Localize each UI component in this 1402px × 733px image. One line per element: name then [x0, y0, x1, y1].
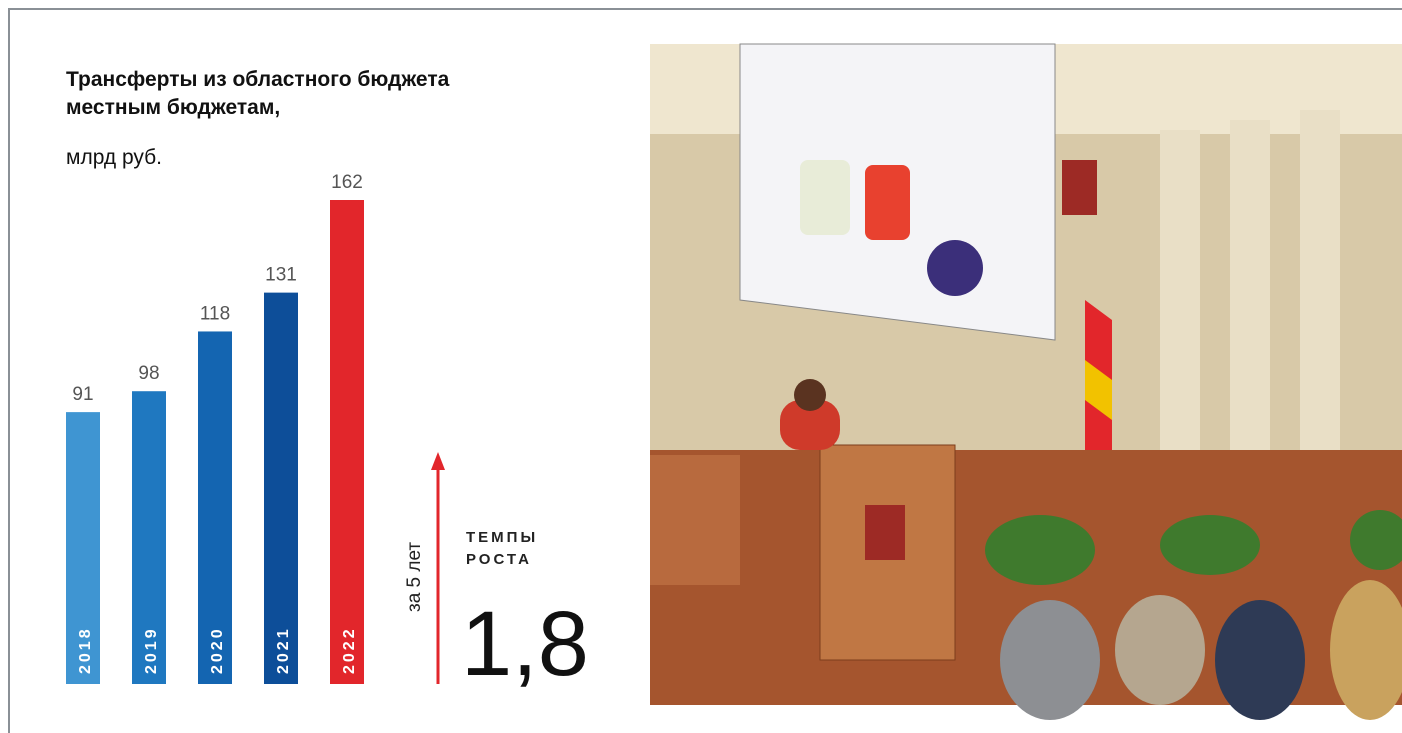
photo-column: [1160, 130, 1200, 460]
photo-screen-shape: [865, 165, 910, 240]
photo-column: [1300, 110, 1340, 460]
category-label: 2019: [143, 626, 160, 674]
value-label: 98: [138, 363, 159, 384]
photo-screen-shape: [927, 240, 983, 296]
growth-label: РОСТА: [466, 551, 532, 568]
growth-value: 1,8: [461, 593, 589, 695]
photo-plant: [1160, 515, 1260, 575]
photo-screen-shape: [800, 160, 850, 235]
chart: 91 2018 98 2019 118 2020 131 2021 162 2022 за 5 ле…: [0, 0, 1402, 733]
category-label: 2018: [77, 626, 94, 674]
bar: [264, 293, 298, 684]
growth-arrowhead: [431, 452, 445, 470]
value-label: 162: [331, 172, 363, 193]
photo-speaker-head: [794, 379, 826, 411]
photo-plant: [985, 515, 1095, 585]
photo: [650, 44, 1402, 720]
growth-label: ТЕМПЫ: [466, 529, 538, 546]
growth-period: за 5 лет: [404, 542, 425, 612]
photo-emblem: [1062, 160, 1097, 215]
photo-audience: [1215, 600, 1305, 720]
bar: [330, 200, 364, 684]
photo-podium-emblem: [865, 505, 905, 560]
category-label: 2021: [275, 626, 292, 674]
value-label: 131: [265, 265, 297, 286]
page: {"chart_data": {"type": "bar", "title": …: [0, 0, 1402, 733]
value-label: 91: [72, 384, 93, 405]
photo-desk: [650, 455, 740, 585]
category-label: 2022: [341, 626, 358, 674]
photo-audience: [1000, 600, 1100, 720]
category-label: 2020: [209, 626, 226, 674]
photo-audience: [1115, 595, 1205, 705]
value-label: 118: [200, 303, 230, 324]
photo-column: [1230, 120, 1270, 460]
